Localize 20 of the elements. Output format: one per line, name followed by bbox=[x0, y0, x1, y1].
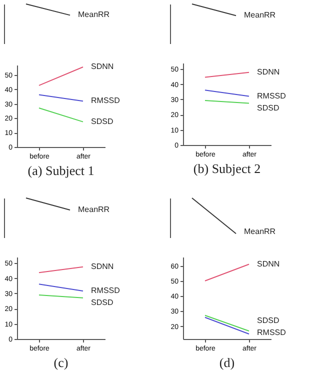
series-label: SDNN bbox=[91, 262, 114, 271]
text: (d) bbox=[219, 355, 235, 370]
series-label: SDNN bbox=[257, 67, 280, 76]
series-label: SDNN bbox=[257, 259, 280, 268]
series-label: RMSSD bbox=[91, 286, 120, 296]
text: (a) Subject 1 bbox=[28, 163, 94, 178]
text: (c) bbox=[54, 355, 68, 370]
series-label: RMSSD bbox=[257, 328, 286, 337]
series-label: RMSSD bbox=[91, 96, 120, 106]
series-label: SDSD bbox=[257, 103, 280, 112]
series-label: MeanRR bbox=[78, 10, 110, 20]
series-label: SDSD bbox=[91, 298, 114, 308]
series-label: RMSSD bbox=[257, 91, 286, 100]
series-label: MeanRR bbox=[244, 10, 276, 20]
text: (b) Subject 2 bbox=[193, 161, 261, 176]
series-label: SDSD bbox=[257, 316, 280, 325]
series-label: SDSD bbox=[91, 116, 114, 126]
series-label: MeanRR bbox=[244, 227, 276, 236]
series-label: MeanRR bbox=[78, 205, 110, 214]
series-label: SDNN bbox=[91, 62, 114, 72]
